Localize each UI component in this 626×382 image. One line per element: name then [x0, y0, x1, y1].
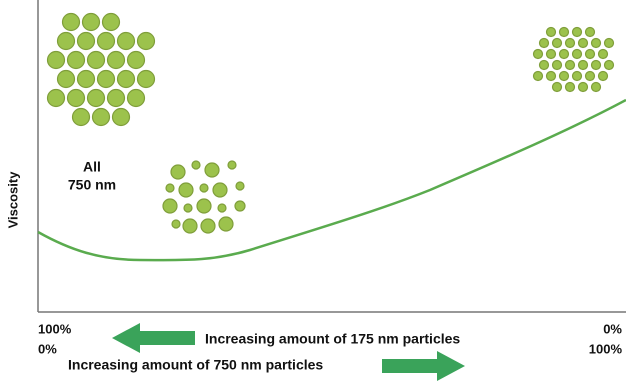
- diagram: Viscosity All 750 nm 100% 0% 0% 100% Inc…: [0, 0, 626, 382]
- particle: [103, 14, 120, 31]
- particle: [108, 90, 125, 107]
- particle: [560, 50, 569, 59]
- particle: [218, 204, 226, 212]
- particle: [560, 72, 569, 81]
- particle: [586, 50, 595, 59]
- particle: [547, 28, 556, 37]
- right-arrow: [382, 351, 465, 381]
- particle: [534, 72, 543, 81]
- particle: [73, 109, 90, 126]
- particle: [78, 33, 95, 50]
- particle: [166, 184, 174, 192]
- particle: [58, 33, 75, 50]
- annotation-line: All: [83, 159, 101, 175]
- particle: [93, 109, 110, 126]
- particle: [138, 71, 155, 88]
- particle: [579, 39, 588, 48]
- particle: [235, 201, 245, 211]
- particle: [592, 61, 601, 70]
- particle: [48, 90, 65, 107]
- particle: [201, 219, 215, 233]
- particle: [534, 50, 543, 59]
- particle: [579, 83, 588, 92]
- particle: [179, 183, 193, 197]
- particle: [573, 28, 582, 37]
- particle: [566, 83, 575, 92]
- particle: [138, 33, 155, 50]
- particle: [579, 61, 588, 70]
- particle: [599, 72, 608, 81]
- particle: [228, 161, 236, 169]
- particle: [118, 33, 135, 50]
- particle: [98, 71, 115, 88]
- particle: [163, 199, 177, 213]
- right-bottom-label: 100%: [589, 341, 623, 356]
- particle: [219, 217, 233, 231]
- particle: [213, 183, 227, 197]
- particle: [171, 165, 185, 179]
- particle: [605, 39, 614, 48]
- particle: [192, 161, 200, 169]
- particle: [586, 28, 595, 37]
- particle: [200, 184, 208, 192]
- left-arrow: [112, 323, 195, 353]
- x-label-175: Increasing amount of 175 nm particles: [205, 331, 460, 347]
- left-bottom-label: 0%: [38, 341, 57, 356]
- particle: [113, 109, 130, 126]
- particle: [98, 33, 115, 50]
- particle: [573, 50, 582, 59]
- particle: [540, 61, 549, 70]
- particle-clusters: [48, 14, 614, 234]
- particle: [108, 52, 125, 69]
- particle: [605, 61, 614, 70]
- particle: [88, 52, 105, 69]
- particle: [88, 90, 105, 107]
- left-top-label: 100%: [38, 321, 72, 336]
- particle: [553, 83, 562, 92]
- particle: [184, 204, 192, 212]
- particle: [540, 39, 549, 48]
- annotation-line: 750 nm: [68, 177, 116, 193]
- particle: [592, 83, 601, 92]
- particle: [58, 71, 75, 88]
- y-axis-label: Viscosity: [5, 171, 20, 229]
- particle: [172, 220, 180, 228]
- particle: [592, 39, 601, 48]
- particle: [586, 72, 595, 81]
- particle: [48, 52, 65, 69]
- particle: [128, 90, 145, 107]
- particle: [553, 39, 562, 48]
- right-top-label: 0%: [603, 321, 622, 336]
- particle: [78, 71, 95, 88]
- particle: [573, 72, 582, 81]
- particle: [553, 61, 562, 70]
- particle: [183, 219, 197, 233]
- particle: [68, 52, 85, 69]
- particle: [566, 61, 575, 70]
- particle: [566, 39, 575, 48]
- particle: [83, 14, 100, 31]
- particle: [68, 90, 85, 107]
- x-label-750: Increasing amount of 750 nm particles: [68, 357, 323, 373]
- particle: [118, 71, 135, 88]
- particle: [547, 50, 556, 59]
- particle: [205, 163, 219, 177]
- particle: [128, 52, 145, 69]
- particle: [560, 28, 569, 37]
- particle: [599, 50, 608, 59]
- particle: [63, 14, 80, 31]
- particle: [547, 72, 556, 81]
- particle: [197, 199, 211, 213]
- particle: [236, 182, 244, 190]
